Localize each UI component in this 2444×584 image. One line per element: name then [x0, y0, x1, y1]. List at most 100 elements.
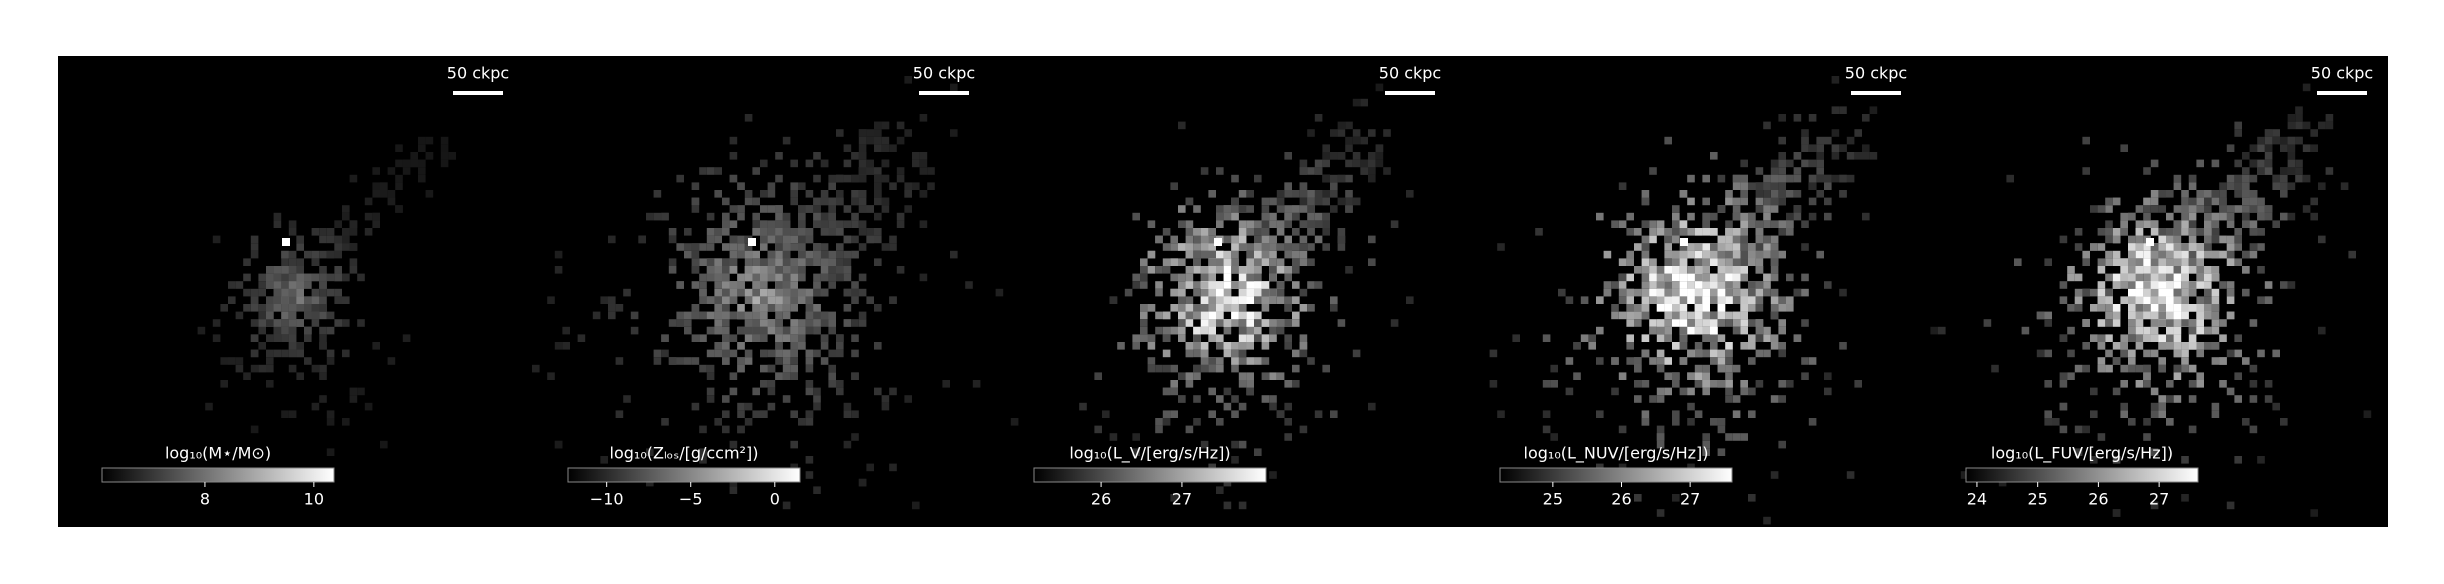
- image-pixel: [760, 205, 768, 213]
- image-pixel: [2135, 243, 2144, 251]
- image-pixel: [1185, 243, 1194, 251]
- image-pixel: [2173, 326, 2182, 335]
- image-pixel: [691, 205, 700, 213]
- image-pixel: [2166, 273, 2174, 282]
- image-pixel: [2150, 258, 2159, 266]
- image-pixel: [1869, 106, 1878, 114]
- image-pixel: [1223, 349, 1232, 358]
- colorbar-label: log₁₀(Zₗₒₛ/[g/ccm²]): [610, 444, 759, 463]
- image-pixel: [2082, 319, 2090, 327]
- image-pixel: [737, 243, 745, 251]
- image-pixel: [281, 281, 289, 289]
- image-pixel: [874, 121, 882, 130]
- image-pixel: [729, 243, 738, 251]
- image-pixel: [630, 326, 639, 335]
- image-pixel: [828, 326, 836, 335]
- image-pixel: [782, 326, 791, 335]
- image-pixel: [304, 296, 312, 304]
- image-pixel: [2097, 243, 2106, 251]
- image-pixel: [2196, 190, 2204, 198]
- image-pixel: [744, 190, 753, 198]
- image-pixel: [1231, 235, 1239, 244]
- image-pixel: [2257, 205, 2265, 213]
- image-pixel: [714, 258, 722, 266]
- image-pixel: [2363, 410, 2372, 418]
- image-pixel: [2120, 258, 2128, 266]
- image-pixel: [737, 281, 745, 289]
- image-pixel: [1542, 410, 1551, 418]
- image-pixel: [1314, 159, 1323, 168]
- image-pixel: [1763, 197, 1771, 206]
- image-pixel: [1292, 380, 1300, 388]
- image-pixel: [881, 243, 890, 251]
- image-pixel: [2219, 250, 2227, 259]
- image-pixel: [2181, 456, 2189, 464]
- image-pixel: [1208, 387, 1216, 396]
- image-pixel: [2264, 152, 2273, 160]
- image-pixel: [1565, 387, 1574, 396]
- image-pixel: [1276, 190, 1285, 198]
- image-pixel: [782, 273, 791, 282]
- image-pixel: [1687, 296, 1695, 304]
- image-pixel: [790, 281, 798, 289]
- image-pixel: [2150, 273, 2159, 282]
- image-pixel: [288, 349, 297, 358]
- image-pixel: [2097, 258, 2106, 266]
- image-pixel: [1322, 174, 1330, 183]
- image-pixel: [1725, 395, 1733, 403]
- image-pixel: [1740, 243, 1748, 251]
- image-pixel: [2105, 258, 2113, 266]
- image-pixel: [1216, 205, 1224, 213]
- image-pixel: [1512, 334, 1520, 342]
- image-pixel: [1497, 243, 1505, 251]
- image-pixel: [714, 296, 722, 304]
- image-pixel: [2196, 326, 2204, 335]
- image-pixel: [1641, 190, 1650, 198]
- image-pixel: [1178, 205, 1186, 213]
- image-pixel: [851, 212, 859, 221]
- image-pixel: [2287, 281, 2296, 289]
- image-pixel: [699, 273, 707, 282]
- image-pixel: [2272, 349, 2280, 358]
- image-pixel: [1246, 273, 1254, 282]
- image-pixel: [653, 190, 662, 198]
- colorbar: [1499, 467, 1733, 483]
- image-pixel: [1664, 288, 1672, 297]
- image-pixel: [1254, 357, 1262, 365]
- image-pixel: [2074, 364, 2083, 373]
- image-pixel: [342, 418, 350, 426]
- image-pixel: [288, 273, 297, 282]
- image-pixel: [1322, 228, 1330, 236]
- image-pixel: [2249, 425, 2258, 434]
- image-pixel: [2196, 304, 2204, 312]
- image-pixel: [653, 212, 662, 221]
- image-pixel: [288, 228, 297, 236]
- image-pixel: [1649, 273, 1657, 282]
- image-pixel: [699, 167, 707, 175]
- image-pixel: [1162, 258, 1171, 266]
- image-pixel: [2340, 182, 2349, 190]
- image-pixel: [608, 235, 616, 244]
- image-pixel: [1360, 136, 1368, 145]
- image-pixel: [729, 334, 738, 342]
- image-pixel: [2112, 319, 2121, 327]
- image-pixel: [1596, 357, 1604, 365]
- colorbar-label: log₁₀(L_NUV/[erg/s/Hz]): [1524, 444, 1709, 464]
- image-pixel: [760, 266, 768, 274]
- image-pixel: [547, 372, 555, 380]
- image-pixel: [266, 266, 274, 274]
- image-pixel: [1261, 288, 1270, 297]
- image-pixel: [296, 266, 304, 274]
- image-pixel: [722, 319, 730, 327]
- image-pixel: [1238, 334, 1247, 342]
- image-pixel: [1140, 311, 1148, 320]
- image-pixel: [2211, 357, 2220, 365]
- image-pixel: [767, 296, 776, 304]
- image-pixel: [904, 129, 912, 137]
- image-pixel: [1656, 266, 1665, 274]
- colorbar-tick-label: −10: [590, 490, 624, 509]
- image-pixel: [1276, 228, 1285, 236]
- image-pixel: [372, 167, 380, 175]
- image-pixel: [767, 304, 776, 312]
